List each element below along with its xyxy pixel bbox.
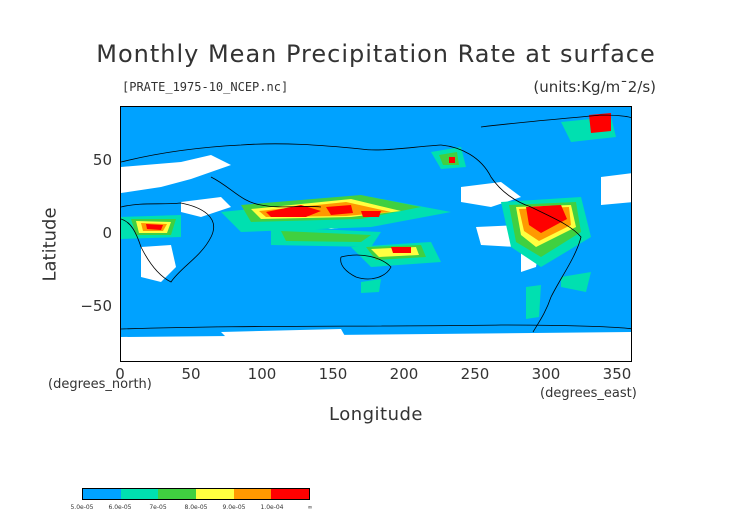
- lon-tick: 250: [460, 365, 490, 383]
- colorbar-label: 1.0e-04: [260, 504, 284, 511]
- precipitation-map: [121, 113, 631, 361]
- colorbar-label: 8.0e-05: [184, 504, 208, 511]
- lat-tick: 0: [102, 224, 112, 242]
- x-axis-label: Longitude: [328, 404, 424, 425]
- lat-tick: −50: [80, 297, 112, 315]
- colorbar-label: 5.0e-05: [70, 504, 94, 511]
- colorbar: [82, 488, 310, 500]
- map-plot-area: [120, 106, 632, 362]
- coastlines: [121, 114, 631, 333]
- colorbar-label: 9.0e-05: [222, 504, 246, 511]
- lon-tick: 50: [181, 365, 201, 383]
- colorbar-swatch: [233, 489, 272, 499]
- max-precip-regions: [146, 113, 611, 253]
- lat-tick: 50: [92, 151, 112, 169]
- lon-unit-label: (degrees_east): [540, 386, 637, 401]
- colorbar-label: 7e-05: [149, 504, 167, 511]
- colorbar-swatch: [83, 489, 121, 499]
- colorbar-swatch: [271, 489, 310, 499]
- colorbar-label: 6.0e-05: [108, 504, 132, 511]
- lon-tick: 150: [318, 365, 348, 383]
- colorbar-label: ∞: [307, 504, 313, 511]
- lon-tick: 100: [247, 365, 277, 383]
- file-label: [PRATE_1975-10_NCEP.nc]: [122, 80, 289, 94]
- colorbar-swatch: [120, 489, 159, 499]
- lat-unit-label: (degrees_north): [48, 377, 152, 392]
- map-title: Monthly Mean Precipitation Rate at surfa…: [96, 40, 656, 68]
- units-label: (units:Kg/m¯2/s): [533, 78, 656, 96]
- lon-tick: 0: [115, 365, 125, 383]
- y-axis-label: Latitude: [39, 207, 61, 282]
- lon-tick: 300: [531, 365, 561, 383]
- colorbar-swatch: [196, 489, 234, 499]
- lon-tick: 200: [389, 365, 419, 383]
- colorbar-swatch: [158, 489, 197, 499]
- lon-tick: 350: [602, 365, 632, 383]
